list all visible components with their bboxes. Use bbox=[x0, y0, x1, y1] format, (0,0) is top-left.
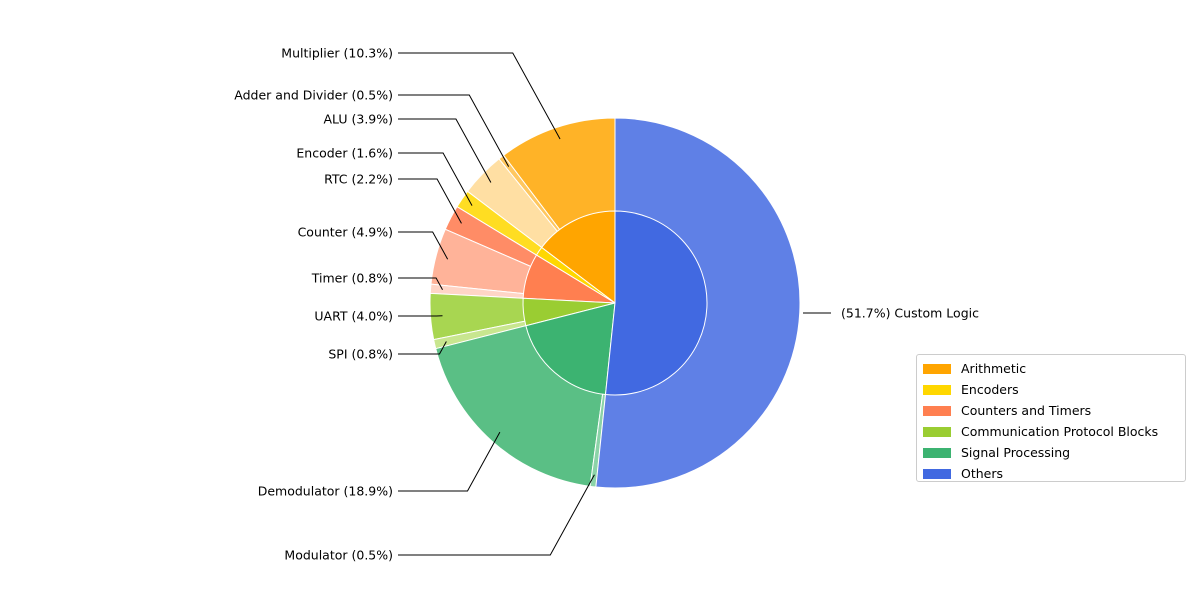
slice-label: Timer (0.8%) bbox=[311, 271, 393, 286]
legend-label: Communication Protocol Blocks bbox=[961, 424, 1158, 439]
leader-line bbox=[398, 95, 509, 167]
legend-label: Others bbox=[961, 466, 1003, 481]
legend-label: Encoders bbox=[961, 382, 1019, 397]
legend-label: Signal Processing bbox=[961, 445, 1070, 460]
leader-line bbox=[398, 119, 491, 183]
legend-label: Counters and Timers bbox=[961, 403, 1091, 418]
legend-item: Arithmetic bbox=[923, 358, 1179, 379]
slice-label: (51.7%) Custom Logic bbox=[841, 306, 979, 321]
legend-item: Others bbox=[923, 463, 1179, 484]
slice-label: Demodulator (18.9%) bbox=[258, 484, 393, 499]
legend-swatch bbox=[923, 427, 951, 437]
legend: Arithmetic Encoders Counters and Timers … bbox=[916, 354, 1186, 482]
legend-swatch bbox=[923, 448, 951, 458]
slice-label: ALU (3.9%) bbox=[323, 112, 393, 127]
legend-item: Counters and Timers bbox=[923, 400, 1179, 421]
slice-label: SPI (0.8%) bbox=[328, 347, 393, 362]
slice-label: Adder and Divider (0.5%) bbox=[234, 88, 393, 103]
legend-swatch bbox=[923, 406, 951, 416]
legend-item: Encoders bbox=[923, 379, 1179, 400]
slice-label: Counter (4.9%) bbox=[298, 225, 393, 240]
slice-label: Modulator (0.5%) bbox=[284, 548, 393, 563]
legend-swatch bbox=[923, 385, 951, 395]
slice-label: Encoder (1.6%) bbox=[296, 146, 393, 161]
leader-line bbox=[398, 475, 594, 555]
inner-ring bbox=[523, 211, 707, 395]
slice-label: UART (4.0%) bbox=[314, 309, 393, 324]
leader-line bbox=[398, 53, 560, 139]
slice-label: RTC (2.2%) bbox=[324, 172, 393, 187]
legend-swatch bbox=[923, 364, 951, 374]
leader-line bbox=[398, 432, 500, 491]
legend-item: Communication Protocol Blocks bbox=[923, 421, 1179, 442]
legend-swatch bbox=[923, 469, 951, 479]
legend-label: Arithmetic bbox=[961, 361, 1026, 376]
slice-label: Multiplier (10.3%) bbox=[281, 46, 393, 61]
legend-item: Signal Processing bbox=[923, 442, 1179, 463]
